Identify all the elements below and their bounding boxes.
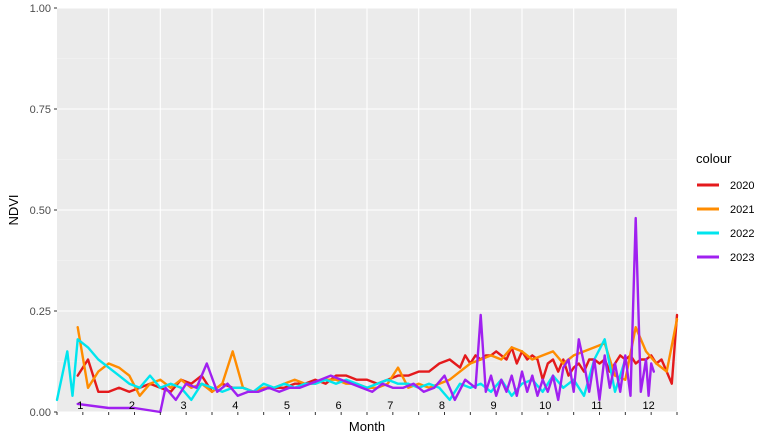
month-label: 3: [181, 400, 187, 412]
x-axis-title: Month: [349, 419, 385, 434]
legend-title: colour: [696, 151, 732, 166]
month-label: 10: [539, 400, 551, 412]
month-label: 2: [129, 400, 135, 412]
y-tick-label: 0.25: [30, 306, 51, 318]
month-label: 1: [77, 400, 83, 412]
x-axis: [56, 412, 678, 415]
series-line-2022: [55, 338, 627, 402]
y-tick-label: 0.75: [30, 104, 51, 116]
y-tick-label: 0.00: [30, 407, 51, 419]
legend-label-2020: 2020: [730, 180, 754, 192]
series-line-2023: [76, 216, 655, 414]
month-label: 8: [439, 400, 445, 412]
month-label: 6: [336, 400, 342, 412]
series-layer: [55, 216, 679, 414]
month-label: 9: [491, 400, 497, 412]
legend-label-2022: 2022: [730, 228, 754, 240]
legend-label-2021: 2021: [730, 204, 754, 216]
legend: colour 2020 2021 2022 2023: [693, 151, 754, 268]
month-label: 4: [232, 400, 238, 412]
major-gridlines: [57, 7, 677, 413]
month-label: 7: [387, 400, 393, 412]
month-label: 11: [591, 400, 602, 412]
y-tick-label: 0.50: [30, 205, 51, 217]
legend-label-2023: 2023: [730, 252, 754, 264]
y-axis: 0.00 0.25 0.50 0.75 1.00: [30, 3, 57, 419]
y-tick-label: 1.00: [30, 3, 51, 15]
month-label: 5: [284, 400, 290, 412]
y-axis-title: NDVI: [6, 194, 21, 225]
month-label: 12: [642, 400, 654, 412]
month-labels: 1 2 3 4 5 6 7 8 9 10 11 12: [77, 400, 655, 412]
